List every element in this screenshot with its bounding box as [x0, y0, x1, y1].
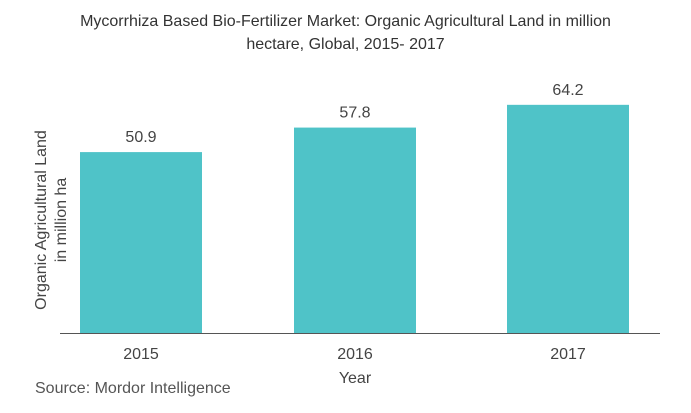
x-tick-label-2016: 2016 [337, 346, 373, 363]
x-tick-label-2015: 2015 [123, 346, 159, 363]
y-axis-title-line-2: in million ha [53, 178, 70, 263]
bar-2015 [80, 152, 202, 333]
x-axis-title: Year [339, 370, 372, 387]
x-tick-label-2017: 2017 [550, 346, 586, 363]
y-axis-title-line-1: Organic Agricultural Land [33, 130, 50, 310]
data-label-2015: 50.9 [125, 129, 156, 146]
chart-title-line-2: hectare, Global, 2015- 2017 [246, 36, 445, 53]
chart-title: Mycorrhiza Based Bio-Fertilizer Market: … [0, 10, 691, 56]
bar-2016 [294, 127, 416, 333]
source-note: Source: Mordor Intelligence [35, 380, 231, 397]
bar-2017 [507, 104, 629, 333]
chart-title-line-1: Mycorrhiza Based Bio-Fertilizer Market: … [80, 13, 611, 30]
data-label-2016: 57.8 [339, 105, 370, 122]
data-label-2017: 64.2 [552, 82, 583, 99]
y-axis-title: Organic Agricultural Land in million ha [33, 130, 70, 310]
